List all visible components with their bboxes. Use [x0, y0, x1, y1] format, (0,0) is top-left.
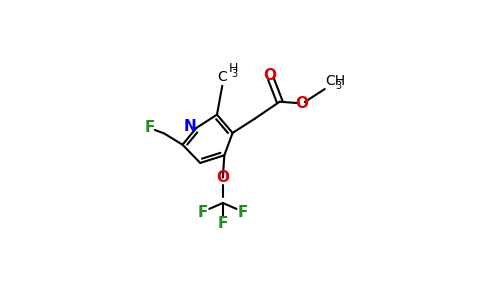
Text: F: F: [197, 205, 208, 220]
Text: F: F: [144, 120, 155, 135]
Text: H: H: [229, 61, 238, 75]
Text: CH: CH: [325, 74, 346, 88]
Text: N: N: [183, 119, 196, 134]
Text: O: O: [295, 96, 308, 111]
Text: 3: 3: [232, 69, 238, 79]
Text: C: C: [217, 70, 227, 84]
Text: O: O: [216, 170, 229, 185]
Text: F: F: [218, 215, 228, 230]
Text: O: O: [263, 68, 276, 83]
Text: 3: 3: [335, 81, 341, 92]
Text: F: F: [238, 205, 248, 220]
